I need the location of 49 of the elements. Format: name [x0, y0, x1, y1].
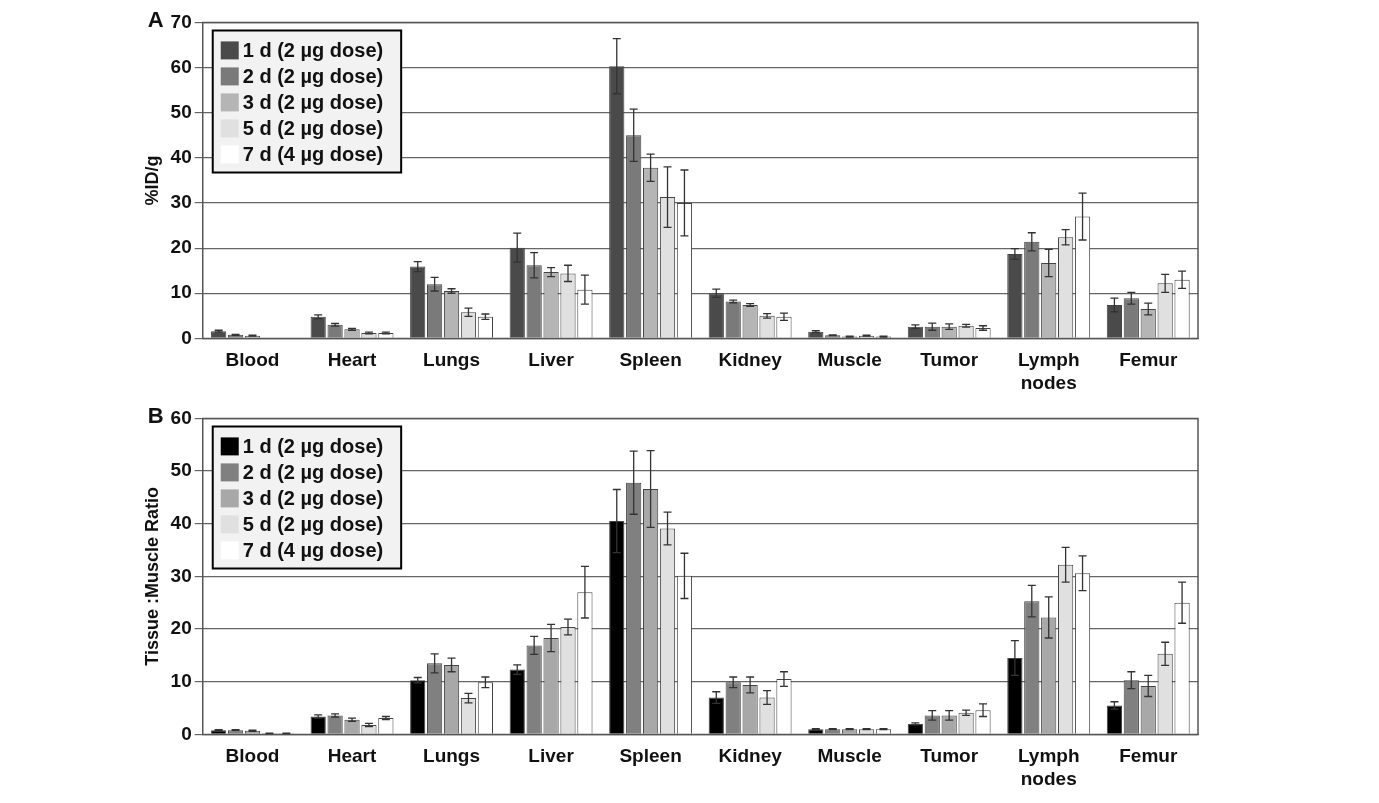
- legend-label: 3 d (2 µg dose): [242, 90, 384, 113]
- x-tick-label: Tumor: [920, 745, 979, 767]
- y-tick-label: 40: [170, 146, 192, 168]
- legend-label: 5 d (2 µg dose): [242, 512, 384, 535]
- text: A: [147, 7, 164, 33]
- x-tick-label: Muscle: [817, 349, 882, 371]
- y-tick-label: 10: [170, 281, 192, 303]
- x-tick-label: Lymph nodes: [1017, 745, 1080, 789]
- y-tick-label: 60: [170, 406, 192, 428]
- x-tick-label: Liver: [528, 745, 575, 767]
- y-axis-title: Tissue :Muscle Ratio: [141, 487, 162, 666]
- x-tick-label: Tumor: [920, 349, 979, 371]
- x-tick-label: Liver: [528, 349, 575, 371]
- y-tick-label: 20: [170, 617, 192, 639]
- y-axis-title: %ID/g: [141, 155, 162, 206]
- legend-label: 1 d (2 µg dose): [242, 38, 384, 61]
- legend-label: 5 d (2 µg dose): [242, 116, 384, 139]
- y-tick-label: 50: [170, 100, 192, 122]
- y-tick-label: 20: [170, 236, 192, 258]
- text: B: [147, 403, 164, 429]
- y-tick-label: 0: [181, 722, 192, 744]
- legend-label: 7 d (4 µg dose): [242, 142, 384, 165]
- x-tick-label: Muscle: [817, 745, 882, 767]
- legend-label: 7 d (4 µg dose): [242, 538, 384, 561]
- x-tick-label: Femur: [1119, 349, 1178, 371]
- x-tick-label: Heart: [327, 349, 377, 371]
- legend-label: 1 d (2 µg dose): [242, 434, 384, 457]
- x-tick-label: Kidney: [718, 745, 783, 767]
- y-tick-label: 50: [170, 459, 192, 481]
- legend-label: 3 d (2 µg dose): [242, 486, 384, 509]
- x-tick-label: Lungs: [423, 349, 481, 371]
- y-tick-label: 40: [170, 511, 192, 533]
- x-tick-label: Spleen: [619, 349, 682, 371]
- x-tick-label: Femur: [1119, 745, 1178, 767]
- x-tick-label: Kidney: [718, 349, 783, 371]
- y-tick-label: 30: [170, 191, 192, 213]
- x-tick-label: Blood: [225, 745, 280, 767]
- legend-label: 2 d (2 µg dose): [242, 460, 384, 483]
- y-tick-label: 10: [170, 669, 192, 691]
- y-tick-label: 60: [170, 55, 192, 77]
- x-tick-label: Lymph nodes: [1017, 349, 1080, 393]
- x-tick-label: Spleen: [619, 745, 682, 767]
- y-tick-label: 30: [170, 564, 192, 586]
- x-tick-label: Blood: [225, 349, 280, 371]
- y-tick-label: 0: [181, 326, 192, 348]
- legend-label: 2 d (2 µg dose): [242, 64, 384, 87]
- x-tick-label: Lungs: [423, 745, 481, 767]
- y-tick-label: 70: [170, 10, 192, 32]
- x-tick-label: Heart: [327, 745, 377, 767]
